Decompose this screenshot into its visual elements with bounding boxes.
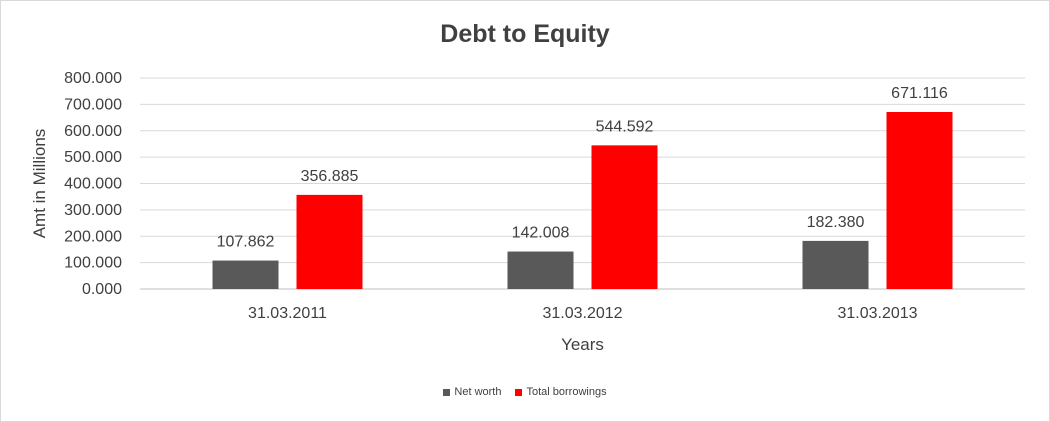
x-tick-label: 31.03.2011 [248, 305, 327, 322]
legend-swatch [515, 388, 523, 396]
y-tick-label: 300.000 [64, 202, 122, 219]
y-tick-label: 100.000 [64, 255, 122, 272]
y-tick-label: 0.000 [82, 281, 122, 298]
x-axis-title: Years [561, 335, 604, 354]
legend-label: Total borrowings [526, 386, 607, 398]
data-label: 107.862 [217, 234, 275, 251]
legend: Net worth Total borrowings [0, 386, 1050, 398]
bar-net-worth [212, 260, 279, 289]
legend-item: Net worth [443, 386, 501, 398]
bar-total-borrowings [886, 111, 953, 289]
bar-net-worth [507, 251, 574, 289]
bar-total-borrowings [591, 145, 658, 289]
y-tick-label: 700.000 [64, 96, 122, 113]
y-tick-label: 200.000 [64, 228, 122, 245]
data-label: 142.008 [512, 225, 570, 242]
x-axis-ticks: 31.03.2011 31.03.2012 31.03.2013 [248, 305, 918, 322]
legend-swatch [443, 388, 451, 396]
bars: 107.862 356.885 142.008 544.592 182.380 671.1… [212, 85, 953, 289]
chart-title: Debt to Equity [440, 20, 610, 48]
data-label: 671.116 [891, 85, 948, 102]
x-tick-label: 31.03.2013 [837, 305, 917, 322]
data-label: 182.380 [807, 214, 865, 231]
y-axis-ticks: 0.000 100.000 200.000 300.000 400.000 500.000… [64, 70, 122, 298]
data-label: 544.592 [596, 118, 654, 135]
y-tick-label: 800.000 [64, 70, 122, 87]
x-tick-label: 31.03.2012 [542, 305, 622, 322]
bar-net-worth [802, 240, 869, 289]
y-tick-label: 400.000 [64, 176, 122, 193]
y-axis-title: Amt in Millions [30, 129, 49, 239]
legend-item: Total borrowings [515, 386, 607, 398]
bar-total-borrowings [296, 194, 363, 289]
y-tick-label: 600.000 [64, 123, 122, 140]
legend-label: Net worth [454, 386, 502, 398]
y-tick-label: 500.000 [64, 149, 122, 166]
gridlines [140, 77, 1025, 290]
data-label: 356.885 [301, 168, 359, 185]
